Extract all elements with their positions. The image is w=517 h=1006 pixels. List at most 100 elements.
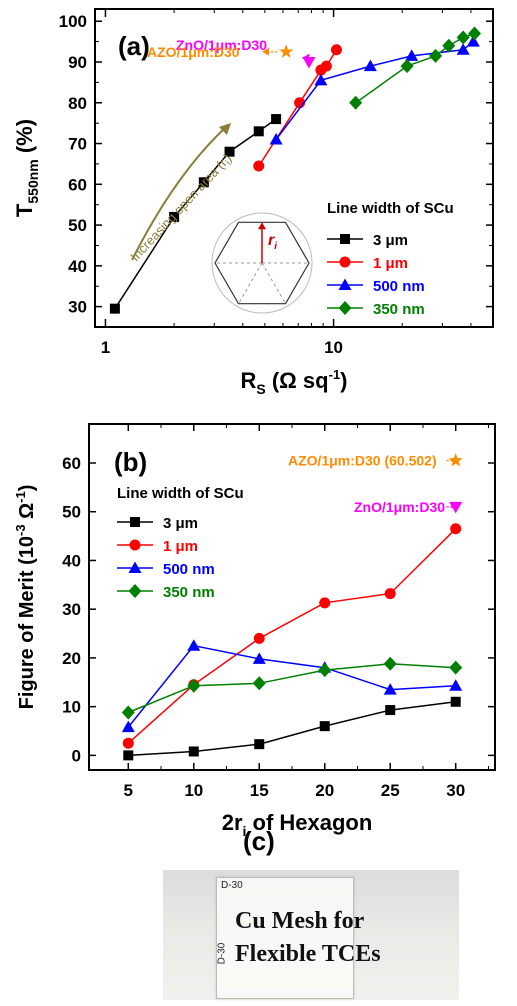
data-point-a-2 xyxy=(363,59,377,72)
film-label-top: D-30 xyxy=(221,880,243,891)
y-tick-label-a: 40 xyxy=(68,257,87,276)
data-point-b-3 xyxy=(318,663,332,678)
data-point-a-0 xyxy=(224,146,235,157)
legend-marker-a xyxy=(338,278,352,290)
y-axis-label-b: Figure of Merit (10-3 Ω-1) xyxy=(13,485,38,710)
data-point-a-2 xyxy=(314,73,328,86)
data-point-b-0 xyxy=(188,746,199,757)
data-point-a-1 xyxy=(253,160,265,172)
photo-title-line2: Flexible TCEs xyxy=(235,941,381,967)
x-tick-label-b: 25 xyxy=(381,781,400,800)
x-tick-label-b: 20 xyxy=(315,781,334,800)
inset-hexagon xyxy=(214,221,310,305)
data-point-b-2 xyxy=(187,639,201,651)
data-point-a-3 xyxy=(442,38,456,53)
y-tick-label-b: 60 xyxy=(62,454,81,473)
inset-spoke xyxy=(261,262,286,304)
x-tick-label-b: 30 xyxy=(446,781,465,800)
inset-radius-label: ri xyxy=(268,232,277,252)
series-line-b-1 xyxy=(127,528,457,744)
x-tick-label-b: 5 xyxy=(124,781,133,800)
data-point-b-0 xyxy=(319,721,330,732)
open-area-arrow-head xyxy=(219,123,231,135)
plot-frame-a xyxy=(94,8,494,328)
x-axis-label-a: RS (Ω sq-1) xyxy=(241,367,348,397)
cu-mesh-photo: D-30 D-30 Cu Mesh for Flexible TCEs xyxy=(163,870,459,1000)
zno-label-b: ZnO/1μm:D30 xyxy=(354,499,445,515)
zno-arrow-a-head xyxy=(302,54,309,62)
data-point-a-0 xyxy=(198,177,209,188)
data-point-a-0 xyxy=(169,211,180,222)
y-tick-label-b: 30 xyxy=(62,600,81,619)
data-point-b-0 xyxy=(385,705,396,716)
plot-frame-b xyxy=(88,423,496,771)
data-point-a-3 xyxy=(429,48,443,63)
legend-marker-a xyxy=(340,234,350,244)
data-point-b-1 xyxy=(450,523,462,535)
photo-title-line1: Cu Mesh for xyxy=(235,908,365,934)
chart-b: 0 10 20 30 40 50 60 5 10 15 20 25 30 Figure of Merit … xyxy=(13,423,496,839)
data-point-b-3 xyxy=(187,678,201,693)
data-point-a-2 xyxy=(269,132,283,145)
x-tick-label-b: 15 xyxy=(250,781,269,800)
series-line-b-2 xyxy=(127,644,456,728)
data-point-b-0 xyxy=(254,739,265,750)
panel-a-label: (a) xyxy=(118,31,150,61)
data-point-b-3 xyxy=(449,660,463,675)
series-line-b-3 xyxy=(128,663,456,714)
legend-label-a: 500 nm xyxy=(373,278,425,295)
azo-arrow-b-head xyxy=(450,456,457,465)
x-axis-label-b: 2ri of Hexagon xyxy=(222,810,373,839)
y-tick-label-b: 10 xyxy=(62,698,81,717)
legend-label-b: 1 μm xyxy=(163,538,198,555)
panel-c-label: (c) xyxy=(243,826,275,856)
data-point-b-1 xyxy=(122,737,134,749)
legend-marker-b xyxy=(129,539,141,551)
legend-marker-b xyxy=(130,517,140,527)
open-area-label: Increasing open area (ri) xyxy=(127,151,236,266)
legend-label-a: 3 μm xyxy=(373,232,408,249)
legend-label-a: 350 nm xyxy=(373,301,425,318)
film-sample: D-30 D-30 Cu Mesh for Flexible TCEs xyxy=(216,877,381,999)
azo-marker-a xyxy=(279,44,294,58)
series-line-b-0 xyxy=(128,701,456,757)
y-tick-label-b: 40 xyxy=(62,551,81,570)
data-point-b-1 xyxy=(319,597,331,609)
legend-marker-b xyxy=(128,561,142,573)
legend-label-b: 3 μm xyxy=(163,515,198,532)
y-tick-label-b: 50 xyxy=(62,503,81,522)
legend-marker-a xyxy=(339,256,351,268)
data-point-a-2 xyxy=(456,43,470,55)
y-tick-label-a: 30 xyxy=(68,298,87,317)
data-point-a-3 xyxy=(456,30,470,45)
zno-label-a: ZnO/1μm:D30 xyxy=(176,37,267,53)
data-point-a-2 xyxy=(466,35,480,47)
data-point-a-0 xyxy=(109,303,120,314)
data-point-b-0 xyxy=(123,750,134,761)
data-point-b-2 xyxy=(449,679,463,691)
inset-spoke xyxy=(238,262,263,304)
data-point-b-0 xyxy=(450,696,461,707)
data-point-a-3 xyxy=(349,95,363,110)
legend-title-b: Line width of SCu xyxy=(117,485,244,502)
data-point-a-0 xyxy=(271,114,282,125)
legend-marker-b xyxy=(128,584,142,598)
data-point-b-3 xyxy=(121,705,135,720)
legend-label-b: 500 nm xyxy=(163,561,215,578)
y-tick-label-b: 20 xyxy=(62,649,81,668)
x-tick-label-b: 10 xyxy=(184,781,203,800)
panel-b-label: (b) xyxy=(114,447,147,477)
y-axis-label-a: T550nm (%) xyxy=(12,119,41,217)
azo-label-a: AZO/1μm:D30 xyxy=(147,44,240,60)
data-point-b-1 xyxy=(384,588,396,600)
data-point-b-2 xyxy=(252,652,266,664)
y-tick-label-a: 70 xyxy=(68,135,87,154)
data-point-a-3 xyxy=(468,26,482,41)
legend-label-a: 1 μm xyxy=(373,255,408,272)
data-point-a-2 xyxy=(405,49,419,61)
open-area-arrow xyxy=(131,127,226,261)
data-point-a-0 xyxy=(253,126,264,137)
data-point-a-1 xyxy=(330,44,342,56)
